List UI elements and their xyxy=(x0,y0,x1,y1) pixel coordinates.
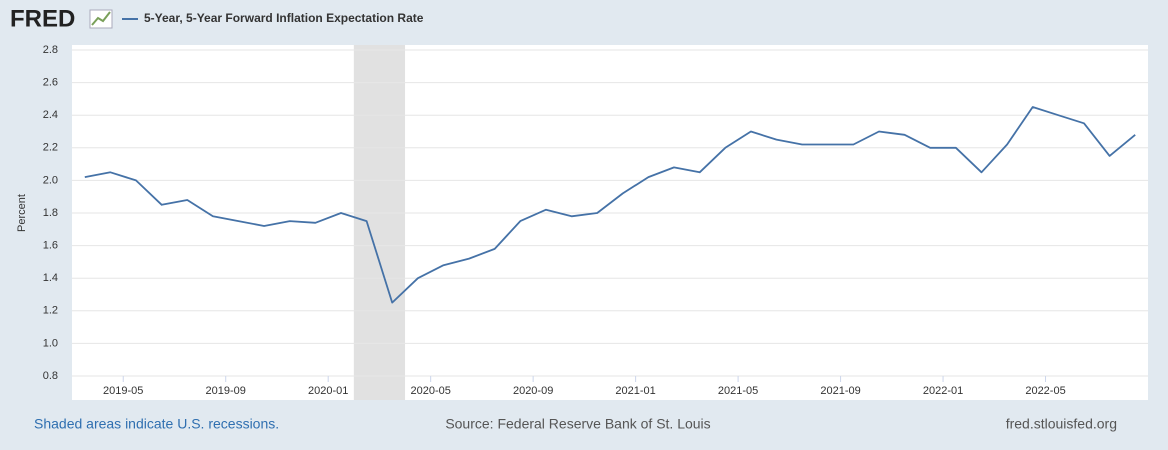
x-tick-label: 2022-05 xyxy=(1025,385,1065,397)
legend-label: 5-Year, 5-Year Forward Inflation Expecta… xyxy=(144,11,424,25)
logo: FRED xyxy=(10,5,75,32)
source: Source: Federal Reserve Bank of St. Loui… xyxy=(445,416,710,432)
site: fred.stlouisfed.org xyxy=(1006,416,1117,432)
x-tick-label: 2022-01 xyxy=(923,385,963,397)
x-tick-label: 2021-05 xyxy=(718,385,758,397)
plot-area xyxy=(72,45,1148,400)
x-tick-label: 2021-01 xyxy=(615,385,655,397)
series-line xyxy=(84,106,1136,304)
x-tick-label: 2021-09 xyxy=(820,385,860,397)
x-tick-label: 2019-09 xyxy=(206,385,246,397)
y-tick-label: 2.6 xyxy=(43,77,58,89)
recession-note: Shaded areas indicate U.S. recessions. xyxy=(34,416,279,432)
y-tick-label: 2.0 xyxy=(43,174,58,186)
x-tick-label: 2020-09 xyxy=(513,385,553,397)
logo-icon xyxy=(89,9,113,29)
y-axis-label: Percent xyxy=(16,194,28,232)
y-tick-label: 1.6 xyxy=(43,240,58,252)
recession-band xyxy=(353,45,406,400)
x-tick-label: 2020-01 xyxy=(308,385,348,397)
y-tick-label: 2.4 xyxy=(43,109,58,121)
y-tick-label: 0.8 xyxy=(43,370,58,382)
y-tick-label: 2.8 xyxy=(43,44,58,56)
y-tick-label: 1.2 xyxy=(43,305,58,317)
x-tick-label: 2020-05 xyxy=(410,385,450,397)
y-tick-label: 1.8 xyxy=(43,207,58,219)
y-tick-label: 1.0 xyxy=(43,337,58,349)
x-tick-label: 2019-05 xyxy=(103,385,143,397)
y-tick-label: 2.2 xyxy=(43,142,58,154)
y-tick-label: 1.4 xyxy=(43,272,58,284)
